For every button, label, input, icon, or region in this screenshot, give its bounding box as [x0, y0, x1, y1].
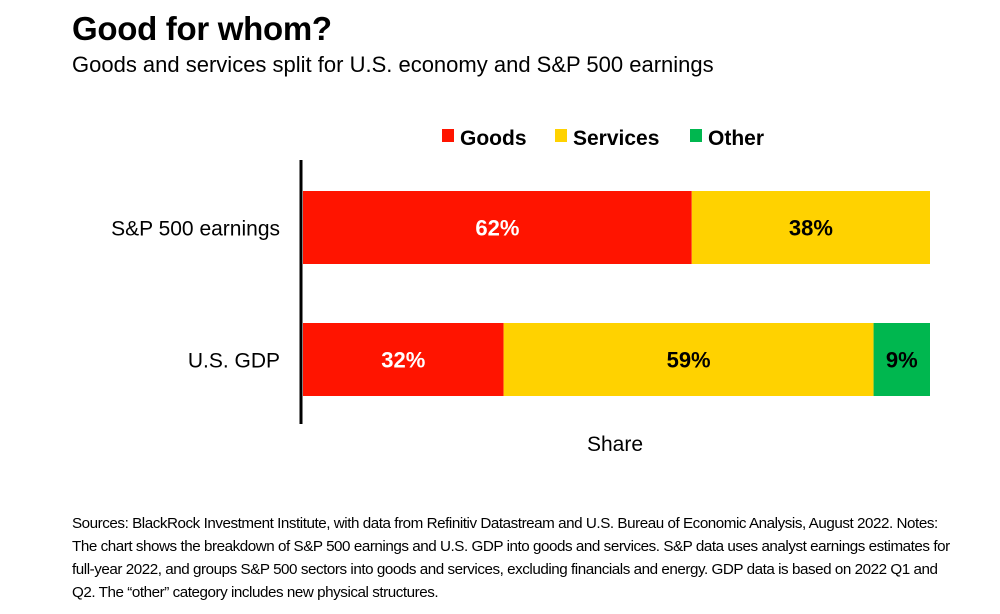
data-label: 9% [886, 348, 918, 373]
bar-segment-other [873, 323, 930, 396]
legend-swatch-goods [442, 129, 454, 142]
legend-label-services: Services [573, 127, 659, 150]
category-label: S&P 500 earnings [111, 218, 280, 241]
source-notes: Sources: BlackRock Investment Institute,… [72, 515, 950, 601]
legend-label-other: Other [708, 127, 764, 150]
bar-segment-services [691, 191, 930, 264]
data-label: 62% [475, 216, 519, 241]
data-label: 32% [381, 348, 425, 373]
legend-swatch-services [555, 129, 567, 142]
bar-segment-goods [303, 323, 504, 396]
chart-title: Good for whom? [72, 10, 332, 47]
chart-subtitle: Goods and services split for U.S. econom… [72, 52, 714, 77]
bar-segment-goods [303, 191, 692, 264]
x-axis-label: Share [587, 433, 643, 456]
bar-segment-services [503, 323, 874, 396]
data-label: 59% [667, 348, 711, 373]
data-label: 38% [789, 216, 833, 241]
category-label: U.S. GDP [188, 350, 280, 373]
stacked-bar-chart: Goods Services Other S&P 500 earnings 62% 38%… [111, 127, 930, 456]
legend-swatch-other [690, 129, 702, 142]
legend-label-goods: Goods [460, 127, 527, 150]
